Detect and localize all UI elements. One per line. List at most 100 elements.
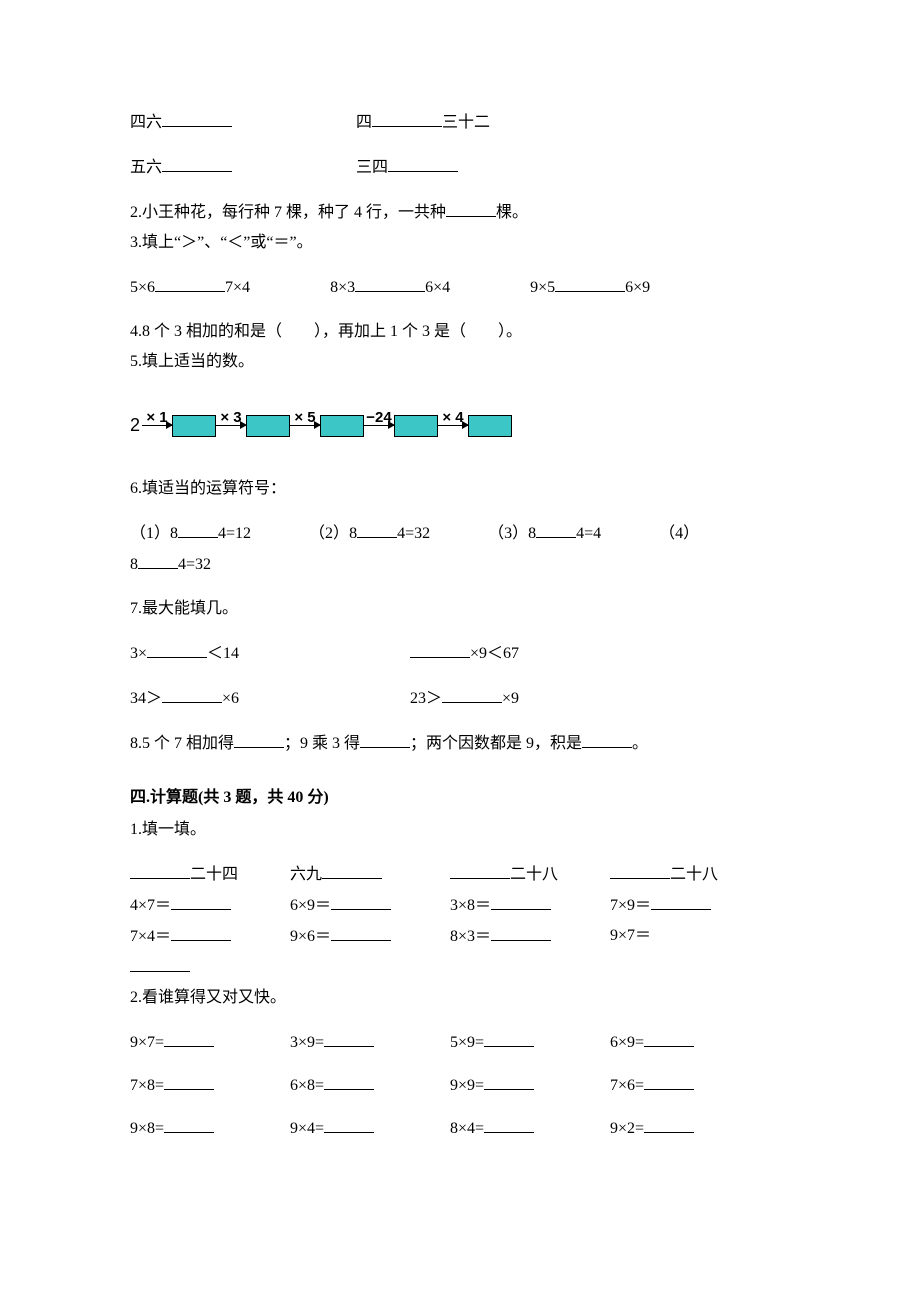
chain-step: × 4	[438, 425, 468, 427]
s4q1-r2c1: 4×7＝	[130, 893, 290, 918]
q3-title: 3.填上“＞”、“＜”或“＝”。	[130, 231, 790, 255]
blank	[164, 1073, 214, 1090]
q7-r1c1: 3×＜14	[130, 641, 410, 666]
s4q1-r1c4: 二十八	[610, 862, 718, 887]
q1-a2-post: 三十二	[442, 114, 490, 131]
blank	[442, 686, 502, 703]
blank	[355, 275, 425, 292]
s4q1-r3c3: 8×3＝	[450, 924, 610, 949]
blank	[171, 924, 231, 941]
blank	[491, 893, 551, 910]
q7-r2c1: 34＞×6	[130, 686, 410, 711]
chain-step: × 5	[290, 425, 320, 427]
blank	[162, 155, 232, 172]
s4q2-cell: 9×7=	[130, 1030, 290, 1055]
s4q2-cell: 9×2=	[610, 1116, 770, 1141]
s4q2-cell: 9×8=	[130, 1116, 290, 1141]
blank	[324, 1030, 374, 1047]
q7-title: 7.最大能填几。	[130, 597, 790, 621]
q1-a1-text: 四六	[130, 114, 162, 131]
chain-start: 2	[130, 412, 140, 439]
q6-item-1: （1）84=12	[130, 525, 251, 542]
q6-row: （1）84=12 （2）84=32 （3）84=4 （4）	[130, 521, 790, 546]
s4q2-cell: 9×9=	[450, 1073, 610, 1098]
s4q1-r3c1: 7×4＝	[130, 924, 290, 949]
q1-line-b: 五六 三四	[130, 155, 790, 180]
worksheet-page: 四六 四 三十二 五六 三四 2.小王种花，每行种 7 棵，种了 4 行，一共种棵…	[0, 0, 920, 1219]
q2: 2.小王种花，每行种 7 棵，种了 4 行，一共种棵。	[130, 200, 790, 225]
s4q2-cell: 7×6=	[610, 1073, 770, 1098]
q1-line-a: 四六 四 三十二	[130, 110, 790, 135]
blank	[178, 521, 218, 538]
s4q1-r2c4: 7×9＝	[610, 893, 711, 918]
arrow-icon	[290, 425, 320, 427]
blank	[331, 893, 391, 910]
s4q2-cell: 8×4=	[450, 1116, 610, 1141]
s4q2-title: 2.看谁算得又对又快。	[130, 986, 790, 1010]
s4q1-r1c1: 二十四	[130, 862, 290, 887]
s4q1-row1: 二十四 六九 二十八 二十八	[130, 862, 790, 887]
blank	[147, 641, 207, 658]
q5-title: 5.填上适当的数。	[130, 350, 790, 374]
s4q2-row: 9×7=3×9=5×9=6×9=	[130, 1030, 790, 1055]
q3-item-1: 5×67×4	[130, 275, 250, 300]
q6-row-2: 84=32	[130, 552, 790, 577]
q6-item-3: （3）84=4	[488, 525, 601, 542]
blank	[130, 862, 190, 879]
s4q1-r3c2: 9×6＝	[290, 924, 450, 949]
s4q1-trailing-blank	[130, 955, 790, 980]
s4q1-row3: 7×4＝ 9×6＝ 8×3＝ 9×7＝	[130, 924, 790, 949]
q6-item-4-n: （4）	[659, 525, 699, 542]
s4q1-r1c3: 二十八	[450, 862, 610, 887]
blank	[164, 1116, 214, 1133]
arrow-icon	[364, 425, 394, 427]
blank	[388, 155, 458, 172]
arrow-icon	[216, 425, 246, 427]
blank	[491, 924, 551, 941]
q8: 8.5 个 7 相加得；9 乘 3 得；两个因数都是 9，积是。	[130, 731, 790, 756]
q2-pre: 2.小王种花，每行种 7 棵，种了 4 行，一共种	[130, 204, 446, 221]
q6-item-4: 84=32	[130, 556, 211, 573]
chain-box	[320, 415, 364, 437]
blank	[164, 1030, 214, 1047]
q1-b1-text: 五六	[130, 159, 162, 176]
chain-box	[468, 415, 512, 437]
blank	[324, 1116, 374, 1133]
chain-box	[246, 415, 290, 437]
blank	[484, 1073, 534, 1090]
q1-a2-pre: 四	[356, 114, 372, 131]
blank	[324, 1073, 374, 1090]
arrow-icon	[438, 425, 468, 427]
blank	[130, 955, 190, 972]
blank	[644, 1030, 694, 1047]
s4q2-rows: 9×7=3×9=5×9=6×9= 7×8=6×8=9×9=7×6= 9×8=9×4=…	[130, 1030, 790, 1141]
q1-b2-text: 三四	[356, 159, 388, 176]
s4q1-r3c4: 9×7＝	[610, 924, 651, 949]
blank	[450, 862, 510, 879]
arrow-icon	[142, 425, 172, 427]
s4q2-cell: 6×8=	[290, 1073, 450, 1098]
blank	[162, 110, 232, 127]
blank	[357, 521, 397, 538]
s4q2-cell: 5×9=	[450, 1030, 610, 1055]
q3-item-2: 8×36×4	[330, 275, 450, 300]
blank	[484, 1030, 534, 1047]
chain-step: −24	[364, 425, 394, 427]
q7-row-2: 34＞×6 23＞×9	[130, 686, 790, 711]
s4q2-row: 7×8=6×8=9×9=7×6=	[130, 1073, 790, 1098]
chain-box	[172, 415, 216, 437]
blank	[322, 862, 382, 879]
chain-box	[394, 415, 438, 437]
chain-step: × 1	[142, 425, 172, 427]
blank	[410, 641, 470, 658]
blank	[155, 275, 225, 292]
s4q2-cell: 6×9=	[610, 1030, 770, 1055]
q7-r1c2: ×9＜67	[410, 641, 519, 666]
blank	[331, 924, 391, 941]
q7-r2c2: 23＞×9	[410, 686, 519, 711]
s4q2-row: 9×8=9×4=8×4=9×2=	[130, 1116, 790, 1141]
blank	[610, 862, 670, 879]
q3-row: 5×67×4 8×36×4 9×56×9	[130, 275, 790, 300]
blank	[446, 200, 496, 217]
s4q2-cell: 9×4=	[290, 1116, 450, 1141]
